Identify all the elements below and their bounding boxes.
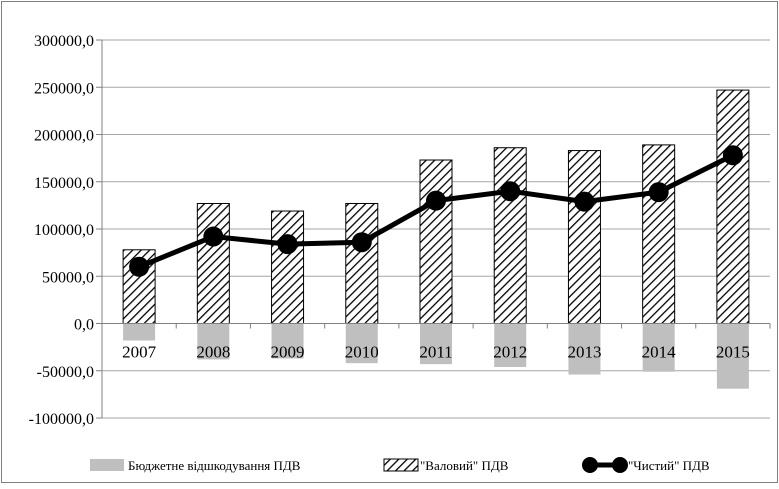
legend-swatch-net-marker — [612, 457, 628, 473]
gross-vat-bar — [493, 147, 527, 324]
refund-bar — [420, 323, 452, 365]
x-category-label: 2007 — [122, 343, 157, 362]
gross-vat-bar — [419, 159, 453, 324]
y-tick-label: 200000,0 — [34, 128, 94, 145]
gross-vat-bar — [642, 144, 676, 324]
net-vat-point — [351, 232, 372, 253]
refund-bar — [345, 323, 378, 364]
y-tick-label: 100000,0 — [34, 222, 94, 239]
refund-bars — [123, 323, 749, 389]
net-vat-point — [129, 256, 150, 277]
legend-label-gross: "Валовий" ПДВ — [420, 458, 509, 473]
net-vat-point — [277, 234, 298, 255]
refund-bar — [642, 323, 675, 372]
refund-bar — [494, 323, 527, 367]
net-vat-point — [648, 182, 669, 203]
refund-bar — [197, 323, 230, 360]
gross-vat-bar — [567, 150, 601, 324]
gross-vat-bar — [271, 210, 305, 324]
x-category-label: 2009 — [271, 343, 305, 362]
net-vat-point — [574, 191, 595, 212]
net-vat-line — [129, 145, 743, 277]
y-tick-label: 300000,0 — [34, 33, 94, 50]
gross-vat-bar — [716, 89, 750, 324]
refund-bar — [123, 323, 156, 341]
y-tick-label: 150000,0 — [34, 175, 94, 192]
net-vat-point — [722, 145, 743, 166]
legend-swatch-refund — [90, 459, 124, 471]
legend-label-net: "Чистий" ПДВ — [628, 458, 710, 473]
x-category-label: 2010 — [345, 343, 379, 362]
y-tick-label: 0,0 — [74, 317, 94, 334]
net-vat-point — [426, 190, 446, 211]
refund-bar — [271, 323, 304, 359]
x-category-label: 2011 — [419, 343, 452, 362]
x-category-label: 2014 — [642, 343, 677, 362]
x-category-label: 2012 — [493, 343, 527, 362]
legend-swatch-gross — [383, 458, 419, 472]
axes — [101, 40, 771, 418]
y-axis-ticks: 300000,0 250000,0 200000,0 150000,0 100000,0… — [29, 33, 94, 428]
x-category-label: 2013 — [567, 343, 601, 362]
net-vat-point — [500, 181, 521, 202]
legend-swatch-net-marker — [582, 457, 598, 473]
legend: Бюджетне відшкодування ПДВ "Валовий" ПДВ "… — [90, 457, 710, 473]
y-tick-label: 50000,0 — [42, 269, 94, 286]
y-tick-label: 250000,0 — [34, 80, 94, 97]
gross-vat-bar — [196, 202, 230, 324]
y-tick-label: -50000,0 — [37, 364, 94, 381]
y-tick-label: -100000,0 — [29, 411, 94, 428]
gross-vat-bar — [345, 202, 379, 324]
net-vat-point — [203, 226, 224, 247]
x-category-label: 2008 — [196, 343, 230, 362]
x-category-label: 2015 — [716, 343, 750, 362]
refund-bar — [716, 323, 749, 389]
gross-vat-bars — [122, 89, 750, 324]
refund-bar — [568, 323, 601, 375]
x-axis-categories: 2007 2008 2009 2010 2011 2012 2013 2014 2015 — [122, 343, 750, 362]
legend-label-refund: Бюджетне відшкодування ПДВ — [128, 458, 301, 473]
